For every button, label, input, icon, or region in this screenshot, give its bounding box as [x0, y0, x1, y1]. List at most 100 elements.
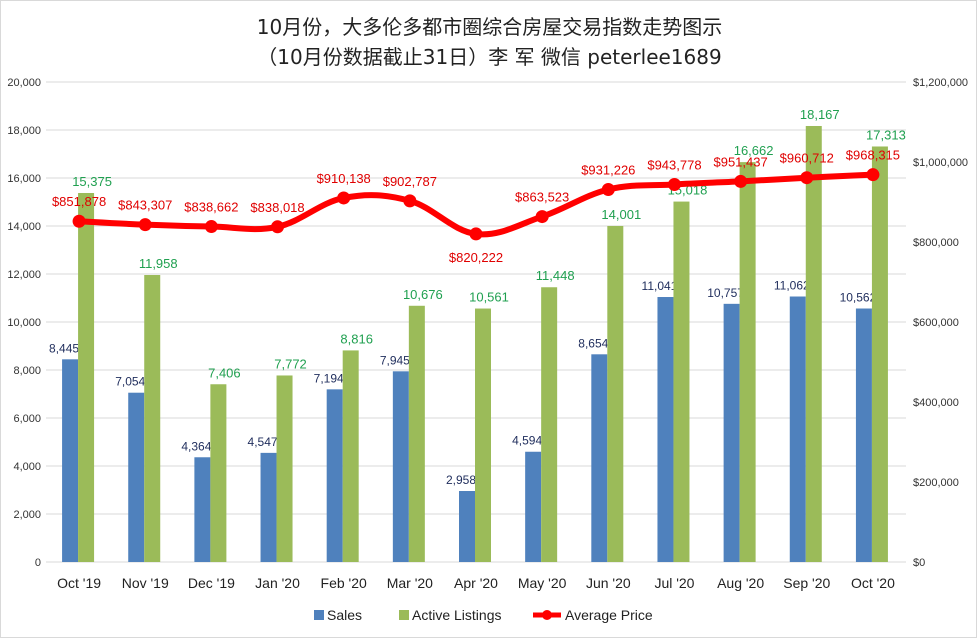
data-label-active-listings: 8,816 [340, 331, 373, 346]
bar-sales [657, 297, 674, 562]
left-axis-tick: 4,000 [13, 461, 41, 473]
x-axis-tick: Apr '20 [454, 575, 498, 591]
bar-sales [459, 491, 475, 562]
x-axis-tick: Nov '19 [122, 575, 169, 591]
bar-active-listings [144, 275, 161, 562]
data-label-sales: 7,054 [115, 375, 145, 389]
right-axis-tick: $400,000 [913, 397, 959, 409]
data-label-sales: 11,062 [774, 279, 810, 293]
data-label-active-listings: 17,313 [866, 127, 906, 142]
legend-swatch [314, 610, 324, 620]
data-label-average-price: $951,437 [713, 154, 767, 169]
left-axis-tick: 12,000 [7, 269, 41, 281]
bar-active-listings [408, 305, 425, 562]
x-axis-tick: Jun '20 [586, 575, 631, 591]
data-label-average-price: $910,138 [317, 171, 371, 186]
data-label-active-listings: 11,958 [139, 256, 178, 271]
right-axis-tick: $600,000 [913, 317, 959, 329]
bar-sales [392, 371, 409, 562]
x-axis-tick: Aug '20 [717, 575, 764, 591]
bar-sales [723, 303, 740, 562]
right-axis-tick: $1,000,000 [913, 157, 968, 169]
bar-active-listings [210, 384, 227, 562]
left-axis-tick: 10,000 [7, 317, 41, 329]
data-label-average-price: $863,523 [515, 190, 569, 205]
average-price-marker [667, 177, 681, 191]
data-label-average-price: $838,018 [250, 200, 304, 215]
x-axis-tick: May '20 [518, 575, 567, 591]
left-axis-tick: 20,000 [7, 77, 41, 89]
data-label-sales: 4,547 [248, 435, 278, 449]
average-price-marker [535, 210, 549, 224]
left-axis-tick: 8,000 [13, 365, 41, 377]
bar-sales [326, 389, 343, 562]
bar-sales [260, 452, 277, 562]
bar-active-listings [475, 308, 491, 562]
data-label-sales: 4,364 [181, 439, 211, 453]
x-axis-tick: Jul '20 [654, 575, 694, 591]
x-axis-tick: Mar '20 [387, 575, 433, 591]
right-axis-tick: $200,000 [913, 477, 959, 489]
bar-sales [194, 457, 211, 562]
bar-active-listings [871, 146, 888, 562]
average-price-marker [601, 183, 615, 197]
bar-sales [128, 392, 145, 562]
data-label-average-price: $838,662 [184, 200, 238, 215]
data-label-sales: 8,445 [49, 341, 79, 355]
right-axis-tick: $1,200,000 [913, 77, 968, 89]
x-axis-tick: Feb '20 [321, 575, 367, 591]
right-axis-tick: $800,000 [913, 237, 959, 249]
bar-sales [62, 359, 79, 562]
data-label-average-price: $902,787 [383, 174, 437, 189]
data-label-sales: 10,562 [840, 291, 877, 305]
data-label-average-price: $960,712 [780, 151, 834, 166]
left-axis-tick: 2,000 [13, 509, 41, 521]
data-label-active-listings: 16,662 [734, 143, 774, 158]
bar-sales [591, 354, 608, 562]
left-axis-tick: 0 [35, 557, 41, 569]
data-label-average-price: $943,778 [647, 157, 701, 172]
bar-active-listings [673, 201, 690, 562]
bar-active-listings [78, 193, 95, 562]
legend-label: Average Price [565, 607, 653, 623]
bar-active-listings [739, 162, 756, 562]
bar-active-listings [541, 287, 558, 562]
average-price-marker [337, 191, 351, 205]
data-label-active-listings: 7,772 [274, 356, 307, 371]
data-label-sales: 7,945 [380, 353, 410, 367]
bar-active-listings [276, 375, 293, 562]
x-axis-tick: Sep '20 [783, 575, 830, 591]
bar-active-listings [805, 125, 822, 562]
data-label-active-listings: 18,167 [800, 107, 840, 122]
data-label-average-price: $820,222 [449, 250, 503, 265]
x-axis-tick: Dec '19 [188, 575, 235, 591]
data-label-sales: 8,654 [578, 336, 608, 350]
data-label-average-price: $968,315 [846, 148, 900, 163]
left-axis-tick: 18,000 [7, 125, 41, 137]
data-label-average-price: $851,878 [52, 194, 106, 209]
average-price-marker [72, 214, 86, 228]
left-axis-tick: 6,000 [13, 413, 41, 425]
average-price-marker [734, 174, 748, 188]
bar-active-listings [342, 350, 359, 562]
data-label-active-listings: 10,561 [469, 290, 509, 305]
left-axis-tick: 14,000 [7, 221, 41, 233]
average-price-marker [271, 220, 285, 234]
legend-swatch [399, 610, 409, 620]
data-label-sales: 11,041 [642, 279, 678, 293]
x-axis-tick: Jan '20 [255, 575, 300, 591]
data-label-active-listings: 11,448 [536, 268, 575, 283]
data-label-average-price: $931,226 [581, 163, 635, 178]
right-axis-tick: $0 [913, 557, 925, 569]
average-price-marker [138, 218, 152, 232]
x-axis-tick: Oct '20 [851, 575, 895, 591]
bar-sales [855, 308, 872, 562]
data-label-sales: 7,194 [314, 371, 344, 385]
average-price-marker [866, 168, 880, 182]
legend-label: Sales [327, 607, 362, 623]
legend-label: Active Listings [412, 607, 501, 623]
data-label-active-listings: 14,001 [601, 207, 641, 222]
chart-title: 10月份，大多伦多都市圈综合房屋交易指数走势图示 [256, 15, 723, 39]
